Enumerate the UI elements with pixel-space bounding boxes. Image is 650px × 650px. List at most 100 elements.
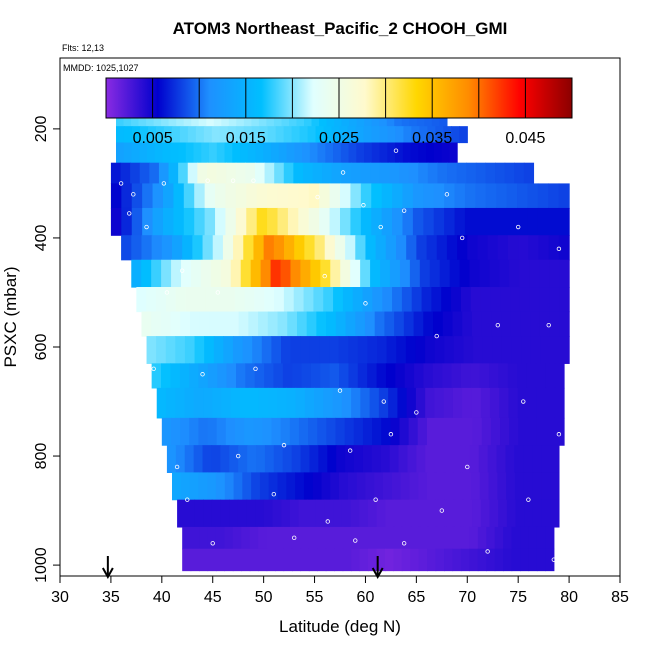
heatmap-cell (472, 499, 482, 528)
heatmap-cell (254, 287, 265, 313)
heatmap-cell (526, 363, 537, 389)
heatmap-cell (131, 126, 141, 144)
heatmap-cell (545, 526, 555, 550)
heatmap-cell (310, 259, 321, 288)
heatmap-cell (360, 387, 371, 419)
heatmap-cell (460, 526, 470, 550)
heatmap-cell (526, 387, 537, 419)
heatmap-cell (379, 142, 388, 164)
heatmap-cell (341, 499, 352, 528)
heatmap-cell (152, 183, 164, 209)
heatmap-cell (388, 387, 398, 419)
heatmap-cell (183, 207, 195, 236)
heatmap-cell (240, 259, 252, 288)
heatmap-cell (550, 472, 560, 501)
heatmap-cell (272, 499, 282, 528)
heatmap-cell (485, 183, 497, 209)
y-tick-label: 200 (33, 115, 50, 142)
heatmap-cell (173, 207, 185, 236)
heatmap-cell (412, 207, 424, 236)
heatmap-cell (367, 363, 378, 389)
heatmap-cell (497, 235, 509, 261)
heatmap-cell (347, 126, 357, 144)
heatmap-cell (380, 259, 391, 288)
heatmap-cell (360, 183, 372, 209)
heatmap-cell (284, 235, 295, 261)
observation-point (414, 410, 419, 415)
heatmap-cell (371, 142, 381, 164)
heatmap-cell (146, 336, 157, 364)
heatmap-cell (277, 183, 289, 209)
heatmap-cell (410, 548, 420, 572)
heatmap-cell (408, 417, 419, 446)
heatmap-cell (508, 235, 519, 261)
heatmap-cell (151, 259, 162, 288)
heatmap-cell (232, 548, 242, 572)
heatmap-cell (300, 336, 311, 364)
heatmap-cell (353, 417, 364, 446)
heatmap-cell (463, 336, 474, 364)
heatmap-cell (355, 235, 367, 261)
heatmap-cell (554, 417, 565, 446)
observation-point (556, 432, 562, 437)
heatmap-cell (271, 417, 282, 446)
heatmap-cell (404, 363, 415, 389)
x-tick-label: 35 (102, 589, 120, 606)
heatmap-cell (506, 472, 516, 501)
heatmap-cell (511, 526, 521, 550)
heatmap-cell (402, 142, 412, 164)
heatmap-cell (274, 287, 285, 313)
heatmap-cell (520, 526, 530, 550)
heatmap-cell (298, 207, 310, 236)
heatmap-cell (545, 548, 555, 572)
heatmap-cell (532, 499, 543, 528)
heatmap-cell (161, 235, 173, 261)
heatmap-cell (204, 336, 215, 364)
heatmap-cell (444, 526, 454, 550)
heatmap-cell (283, 548, 293, 572)
heatmap-cell (446, 499, 456, 528)
heatmap-cell (194, 499, 204, 528)
heatmap-cell (347, 472, 358, 501)
heatmap-cell (151, 235, 163, 261)
heatmap-cell (417, 417, 428, 446)
heatmap-cell (532, 472, 542, 501)
heatmap-cell (500, 287, 511, 313)
heatmap-cell (442, 311, 454, 337)
heatmap-cell (160, 311, 172, 337)
heatmap-cell (427, 162, 439, 185)
heatmap-cell (304, 112, 313, 127)
heatmap-cell (212, 387, 223, 419)
heatmap-cell (386, 336, 397, 364)
heatmap-cell (123, 142, 133, 164)
heatmap-cell (277, 311, 288, 337)
heatmap-cell (238, 311, 249, 337)
heatmap-cell (325, 548, 335, 572)
observation-point (251, 178, 256, 183)
heatmap-cell (304, 235, 316, 261)
heatmap-cell (379, 162, 391, 185)
y-tick-label: 600 (33, 334, 50, 361)
heatmap-cell (193, 142, 202, 164)
heatmap-cell (360, 259, 371, 288)
heatmap-cell (283, 126, 293, 144)
heatmap-cell (275, 126, 285, 144)
colorbar-tick-label: 0.035 (412, 130, 452, 147)
heatmap-cell (198, 472, 208, 501)
heatmap-cell (302, 162, 314, 185)
heatmap-cell (116, 112, 125, 127)
heatmap-cell (301, 363, 312, 389)
heatmap-cell (131, 112, 140, 127)
heatmap-cell (456, 162, 467, 185)
heatmap-cell (146, 287, 157, 313)
heatmap-cell (479, 363, 490, 389)
heatmap-cell (175, 387, 186, 419)
heatmap-cell (332, 387, 343, 419)
heatmap-cell (225, 417, 236, 446)
heatmap-cell (471, 387, 482, 419)
heatmap-cell (304, 387, 315, 419)
heatmap-cell (559, 259, 570, 288)
heatmap-cell (503, 548, 513, 572)
heatmap-cell (385, 499, 395, 528)
heatmap-cell (414, 363, 425, 389)
